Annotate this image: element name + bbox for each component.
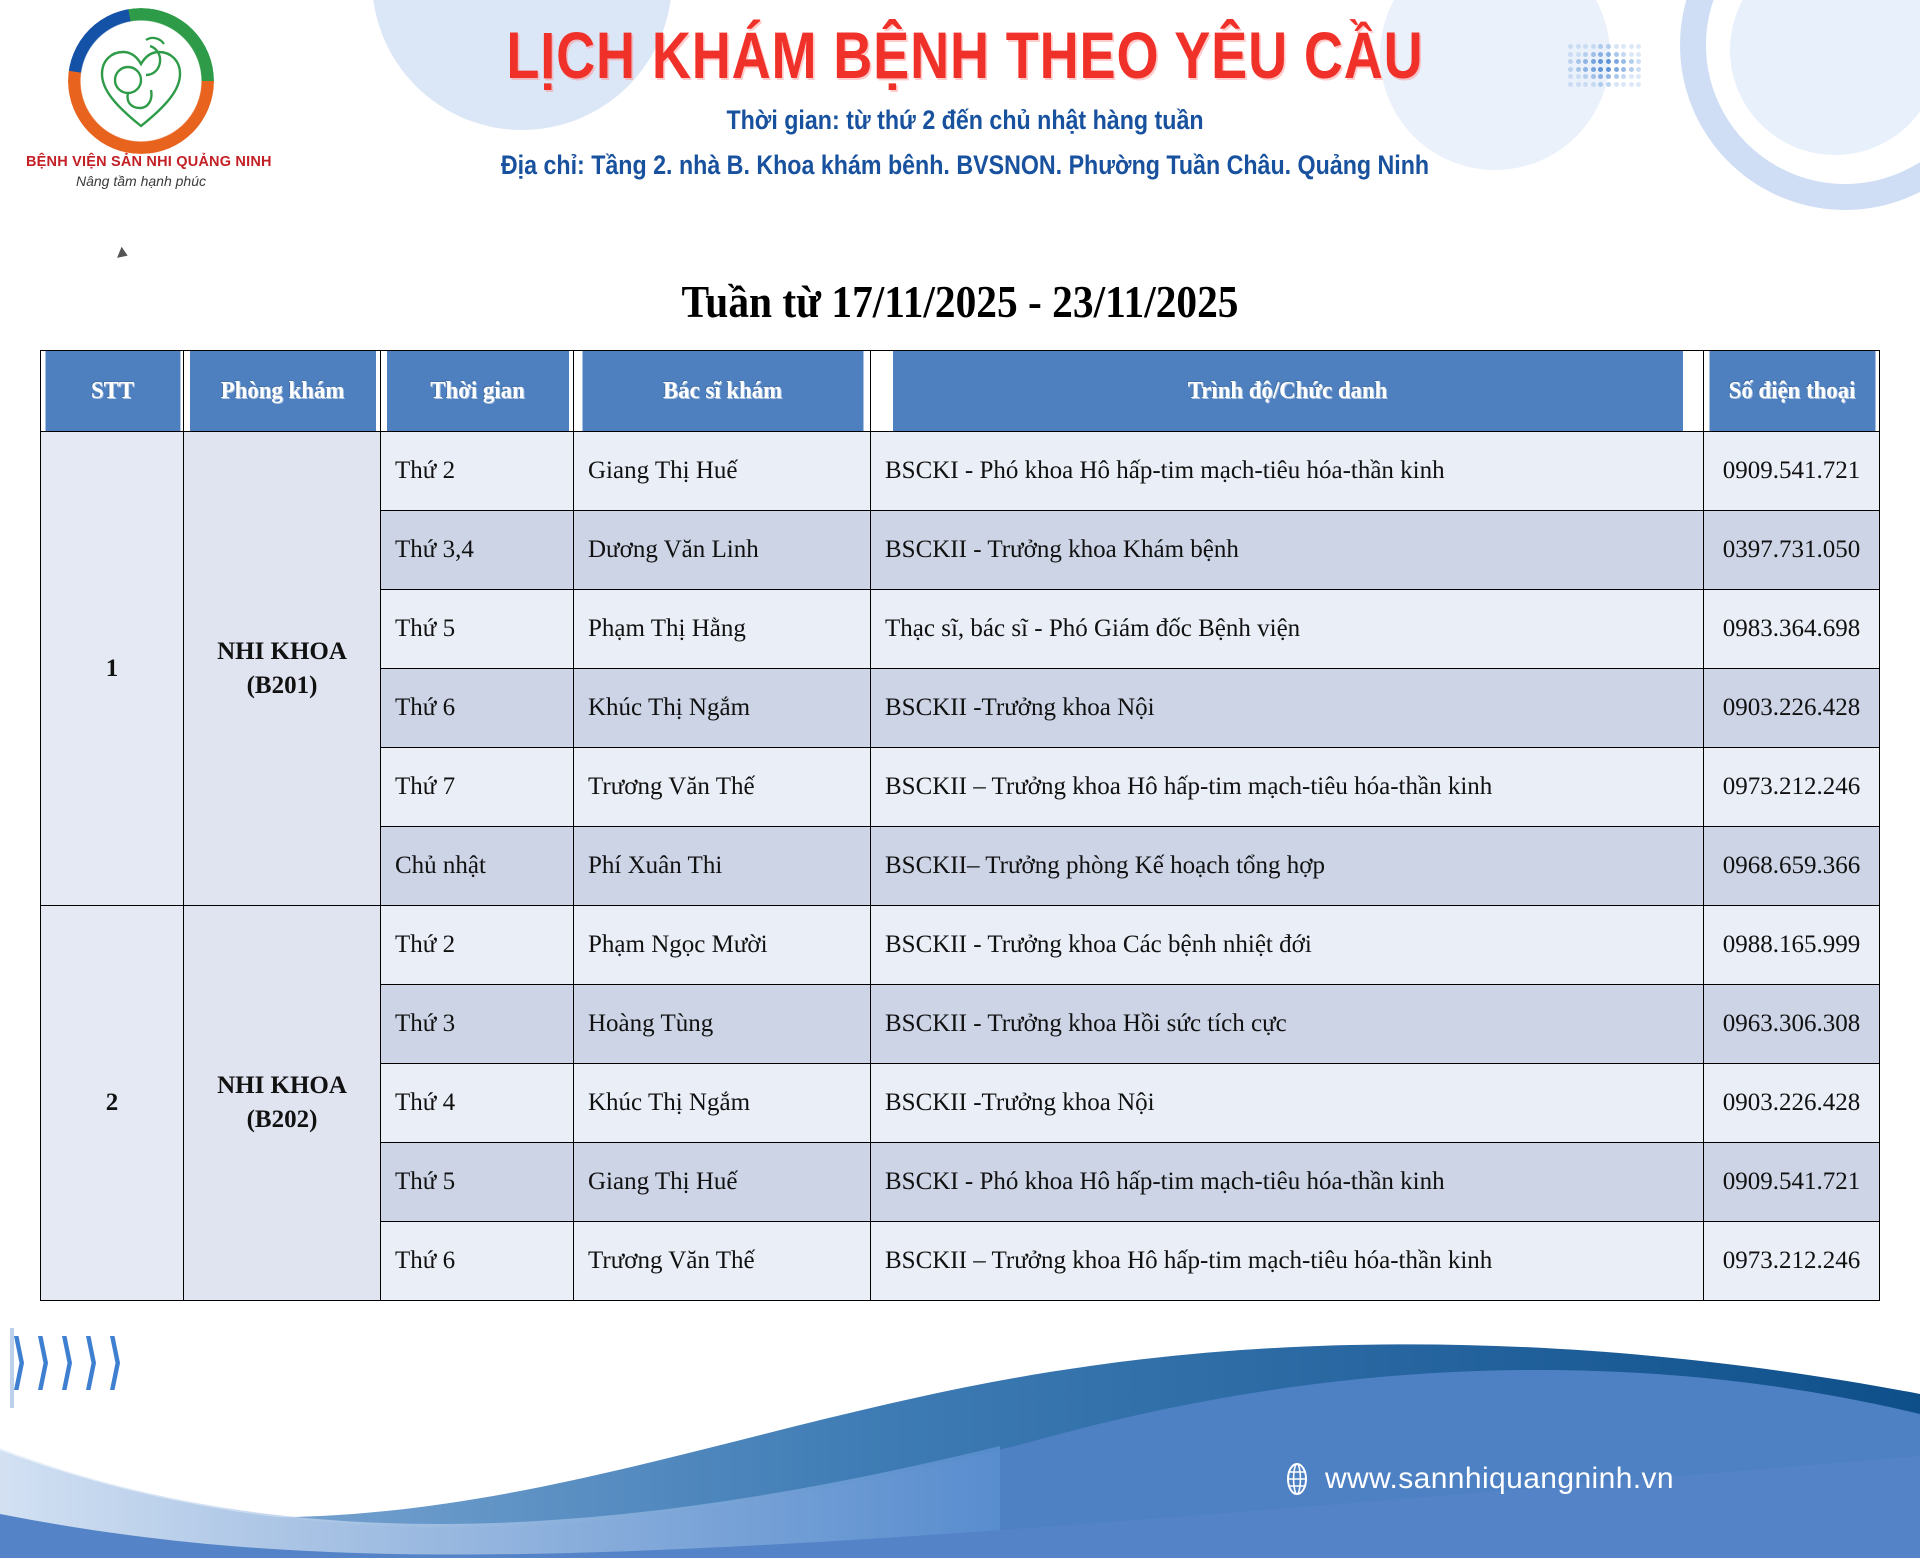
decor-ring-right <box>1680 0 1920 210</box>
cell-day: Thứ 5 <box>380 589 574 669</box>
cell-phone: 0968.659.366 <box>1703 826 1880 906</box>
table-row: Thứ 6 Trương Văn Thế BSCKII – Trưởng khoa … <box>41 1221 1880 1301</box>
cell-day: Thứ 3 <box>380 984 574 1064</box>
chevron-icon-3 <box>62 1336 84 1390</box>
website-url-text: www.sannhiquangninh.vn <box>1324 1462 1674 1495</box>
cell-doctor: Dương Văn Linh <box>573 510 871 590</box>
chevron-icon-5 <box>110 1336 132 1390</box>
cell-day: Thứ 4 <box>380 1063 574 1143</box>
cell-phone: 0973.212.246 <box>1703 1221 1880 1301</box>
cell-degree: BSCKII – Trưởng khoa Hô hấp-tim mạch-tiê… <box>870 1221 1704 1301</box>
chevron-icon-2 <box>38 1336 60 1390</box>
column-header-time: Thời gian <box>384 350 570 432</box>
table-row: 2 NHI KHOA (B202) Thứ 2 Phạm Ngọc Mười BSCKII… <box>40 905 1880 1301</box>
schedule-time-line: Thời gian: từ thứ 2 đến chủ nhật hàng tu… <box>726 105 1204 135</box>
table-row: Thứ 3,4 Dương Văn Linh BSCKII - Trưởng kho… <box>41 510 1880 590</box>
cell-room: NHI KHOA (B202) <box>183 905 381 1301</box>
cell-day: Thứ 7 <box>380 747 574 827</box>
cell-day: Thứ 2 <box>380 905 574 985</box>
globe-icon <box>1286 1463 1307 1495</box>
week-range-title: Tuần từ 17/11/2025 - 23/11/2025 <box>681 276 1239 327</box>
cell-degree: BSCKII – Trưởng khoa Hô hấp-tim mạch-tiê… <box>870 747 1704 827</box>
cell-doctor: Trương Văn Thế <box>573 1221 871 1301</box>
cell-phone: 0909.541.721 <box>1703 431 1880 511</box>
cell-degree: BSCKII - Trưởng khoa Hồi sức tích cực <box>870 984 1704 1064</box>
cell-stt: 2 <box>40 905 184 1301</box>
cell-day: Thứ 2 <box>380 431 574 511</box>
cell-room: NHI KHOA (B201) <box>183 431 381 906</box>
logo-slogan: Nâng tầm hạnh phúc <box>76 173 206 189</box>
cell-degree: BSCKII– Trưởng phòng Kế hoạch tổng hợp <box>870 826 1704 906</box>
table-header-row: STT Phòng khám Thời gian Bác sĩ khám Trì… <box>41 350 1880 432</box>
mother-child-heart-icon <box>100 36 182 128</box>
footer-wave-graphic <box>0 1344 1920 1558</box>
chevron-icon-4 <box>86 1336 108 1390</box>
cell-doctor: Khúc Thị Ngắm <box>573 1063 871 1143</box>
decor-left-bar <box>10 1328 14 1408</box>
decor-dot-grid <box>1568 44 1642 90</box>
cell-phone: 0903.226.428 <box>1703 1063 1880 1143</box>
room-code: (B201) <box>246 671 318 699</box>
table-row: Thứ 6 Khúc Thị Ngắm BSCKII -Trưởng khoa Nộ… <box>41 668 1880 748</box>
table-row: 1 NHI KHOA (B201) Thứ 2 Giang Thị Huế BSCKI -… <box>40 431 1880 906</box>
page-title: LỊCH KHÁM BỆNH THEO YÊU CẦU <box>506 18 1424 92</box>
table-body: 1 NHI KHOA (B201) Thứ 2 Giang Thị Huế BSCKI -… <box>40 431 1880 1301</box>
room-name: NHI KHOA <box>217 637 347 665</box>
table-row: Thứ 3 Hoàng Tùng BSCKII - Trưởng khoa Hồi … <box>41 984 1880 1064</box>
room-name: NHI KHOA <box>217 1072 347 1099</box>
cell-phone: 0963.306.308 <box>1703 984 1880 1064</box>
cell-doctor: Phí Xuân Thi <box>573 826 871 906</box>
table-row: Chủ nhật Phí Xuân Thi BSCKII– Trưởng phòng… <box>41 826 1880 906</box>
table-row: Thứ 7 Trương Văn Thế BSCKII – Trưởng khoa … <box>41 747 1880 827</box>
schedule-address-line: Địa chỉ: Tầng 2. nhà B. Khoa khám bênh. … <box>500 150 1430 180</box>
column-header-room: Phòng khám <box>187 350 377 432</box>
cell-doctor: Khúc Thị Ngắm <box>573 668 871 748</box>
table-row: Thứ 5 Phạm Thị Hằng Thạc sĩ, bác sĩ - Phó … <box>41 589 1880 669</box>
column-header-doctor: Bác sĩ khám <box>580 350 864 432</box>
cell-phone: 0909.541.721 <box>1703 1142 1880 1222</box>
cell-doctor: Phạm Thị Hằng <box>573 589 871 669</box>
column-header-degree: Trình độ/Chức danh <box>890 350 1684 432</box>
cell-degree: BSCKII -Trưởng khoa Nội <box>870 1063 1704 1143</box>
cell-degree: BSCKII -Trưởng khoa Nội <box>870 668 1704 748</box>
cell-degree: BSCKI - Phó khoa Hô hấp-tim mạch-tiêu hó… <box>870 1142 1704 1222</box>
cell-phone: 0973.212.246 <box>1703 747 1880 827</box>
hospital-logo: BỆNH VIỆN SẢN NHI QUẢNG NINH Nâng tầm hạ… <box>26 6 272 191</box>
cell-day: Thứ 3,4 <box>380 510 574 590</box>
cell-degree: BSCKII - Trưởng khoa Khám bệnh <box>870 510 1704 590</box>
cell-stt: 1 <box>40 431 184 906</box>
logo-hospital-name: BỆNH VIỆN SẢN NHI QUẢNG NINH <box>26 154 272 170</box>
cell-day: Thứ 6 <box>380 1221 574 1301</box>
cell-day: Chủ nhật <box>380 826 574 906</box>
cell-phone: 0988.165.999 <box>1703 905 1880 985</box>
cell-doctor: Hoàng Tùng <box>573 984 871 1064</box>
cell-doctor: Phạm Ngọc Mười <box>573 905 871 985</box>
footer-banner: www.sannhiquangninh.vn <box>0 1328 1920 1558</box>
schedule-table: STT Phòng khám Thời gian Bác sĩ khám Trì… <box>40 350 1880 1301</box>
column-header-phone: Số điện thoại <box>1707 350 1876 432</box>
cell-doctor: Giang Thị Huế <box>573 431 871 511</box>
cell-phone: 0983.364.698 <box>1703 589 1880 669</box>
decor-chevrons <box>14 1336 132 1390</box>
column-header-stt: STT <box>43 350 181 432</box>
cell-degree: Thạc sĩ, bác sĩ - Phó Giám đốc Bệnh viện <box>870 589 1704 669</box>
mouse-cursor <box>117 246 130 262</box>
table-row: Thứ 5 Giang Thị Huế BSCKI - Phó khoa Hô hấ… <box>41 1142 1880 1222</box>
cell-day: Thứ 6 <box>380 668 574 748</box>
website-link[interactable]: www.sannhiquangninh.vn <box>1283 1462 1674 1496</box>
cell-doctor: Giang Thị Huế <box>573 1142 871 1222</box>
decor-circle-right <box>1730 0 1920 155</box>
cell-degree: BSCKI - Phó khoa Hô hấp-tim mạch-tiêu hó… <box>870 431 1704 511</box>
cell-doctor: Trương Văn Thế <box>573 747 871 827</box>
chevron-icon-1 <box>14 1336 36 1390</box>
cell-degree: BSCKII - Trưởng khoa Các bệnh nhiệt đới <box>870 905 1704 985</box>
cell-phone: 0903.226.428 <box>1703 668 1880 748</box>
cell-phone: 0397.731.050 <box>1703 510 1880 590</box>
cell-day: Thứ 5 <box>380 1142 574 1222</box>
room-code: (B202) <box>246 1106 318 1133</box>
